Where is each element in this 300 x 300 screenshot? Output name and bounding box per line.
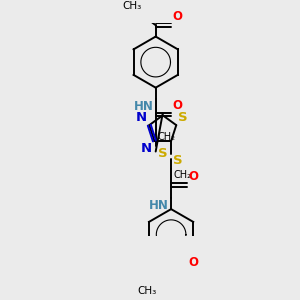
Text: CH₃: CH₃ [138,286,157,296]
Text: CH₃: CH₃ [122,1,142,11]
Text: S: S [173,154,183,167]
Text: O: O [173,10,183,23]
Text: N: N [141,142,152,155]
Text: S: S [178,111,188,124]
Text: O: O [173,100,183,112]
Text: CH₂: CH₂ [173,170,191,180]
Text: N: N [136,111,147,124]
Text: O: O [188,170,198,183]
Text: HN: HN [134,100,154,113]
Text: CH₂: CH₂ [158,132,176,142]
Text: O: O [188,256,198,269]
Text: S: S [158,147,167,160]
Text: HN: HN [149,199,169,212]
